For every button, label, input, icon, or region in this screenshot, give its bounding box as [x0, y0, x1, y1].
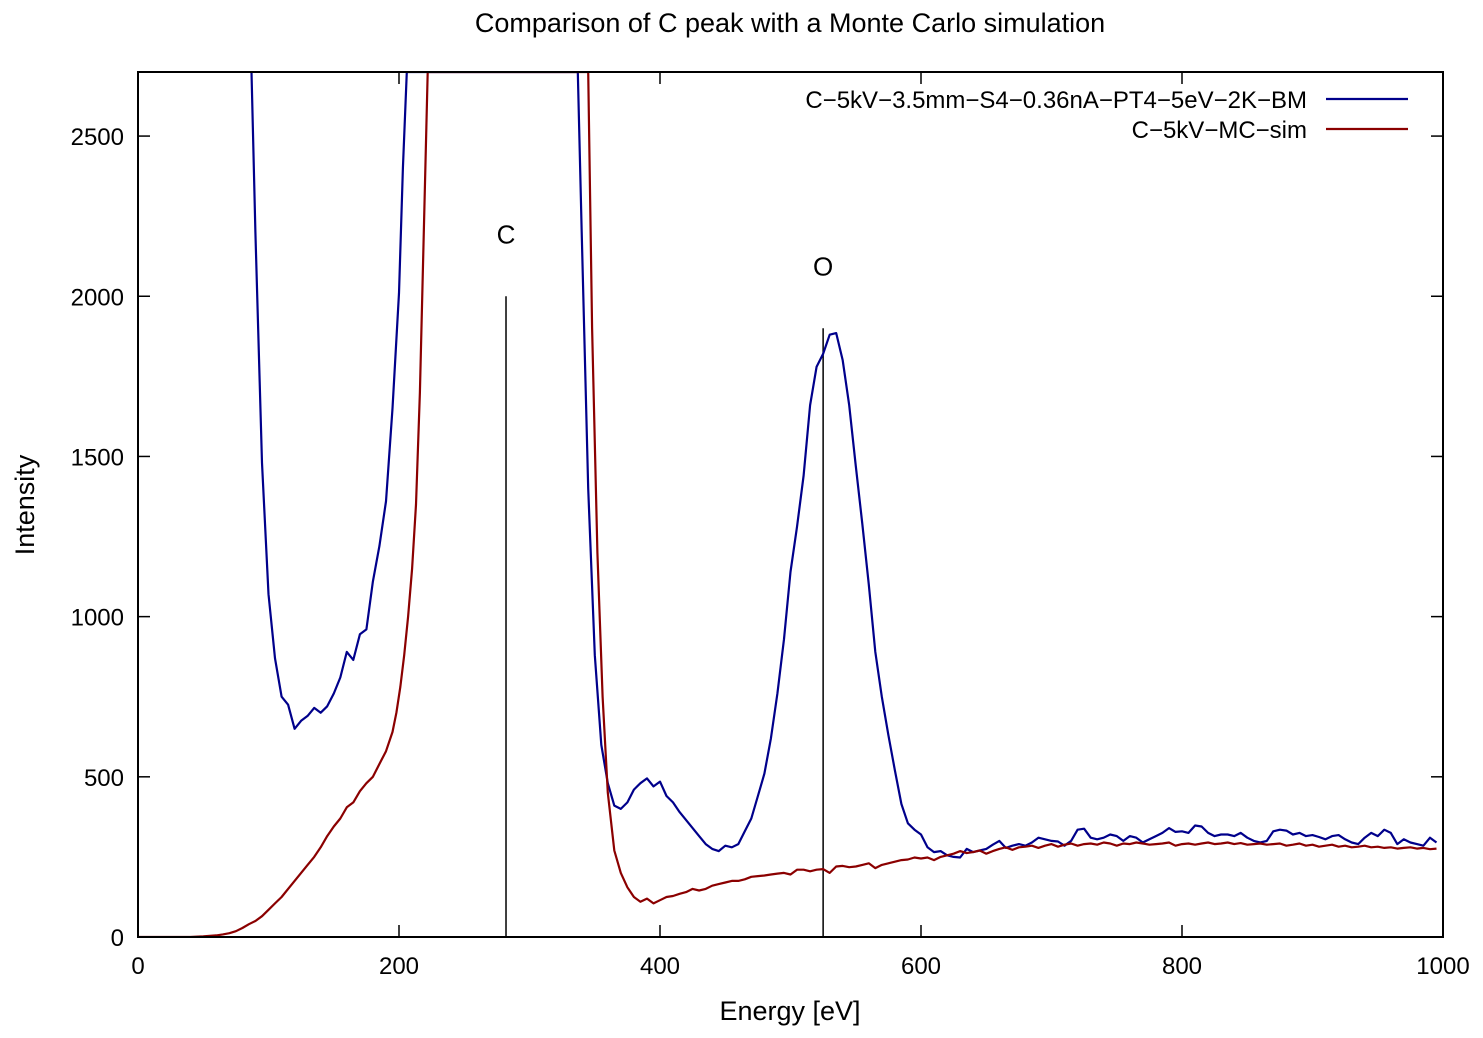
series-lines: [138, 72, 1438, 937]
plot-frame: [137, 71, 1444, 938]
legend: C−5kV−3.5mm−S4−0.36nA−PT4−5eV−2K−BM C−5kV…: [805, 87, 1408, 144]
x-tick-label-2: 400: [640, 953, 680, 980]
series-line-0: [250, 72, 1438, 859]
series-line-1: [138, 72, 1437, 937]
axis-ticks: 0 200 400 600 800 1000 0 500 1000 1500 2000 2500: [71, 72, 1470, 980]
x-tick-label-5: 1000: [1416, 953, 1469, 980]
x-tick-label-1: 200: [379, 953, 419, 980]
marker-label-O: O: [813, 251, 833, 281]
y-tick-label-5: 2500: [71, 124, 124, 151]
element-markers: CO: [497, 219, 833, 937]
x-tick-label-0: 0: [131, 953, 144, 980]
y-tick-label-4: 2000: [71, 284, 124, 311]
x-tick-label-3: 600: [901, 953, 941, 980]
x-axis-label: Energy [eV]: [719, 996, 860, 1026]
y-tick-label-2: 1000: [71, 605, 124, 632]
y-tick-label-1: 500: [84, 765, 124, 792]
y-axis-label: Intensity: [10, 454, 40, 555]
legend-label-1: C−5kV−MC−sim: [1132, 117, 1307, 144]
y-tick-label-0: 0: [111, 925, 124, 952]
y-tick-label-3: 1500: [71, 444, 124, 471]
x-tick-label-4: 800: [1162, 953, 1202, 980]
legend-label-0: C−5kV−3.5mm−S4−0.36nA−PT4−5eV−2K−BM: [805, 87, 1307, 114]
marker-label-C: C: [497, 219, 516, 249]
chart-title: Comparison of C peak with a Monte Carlo …: [475, 8, 1105, 38]
